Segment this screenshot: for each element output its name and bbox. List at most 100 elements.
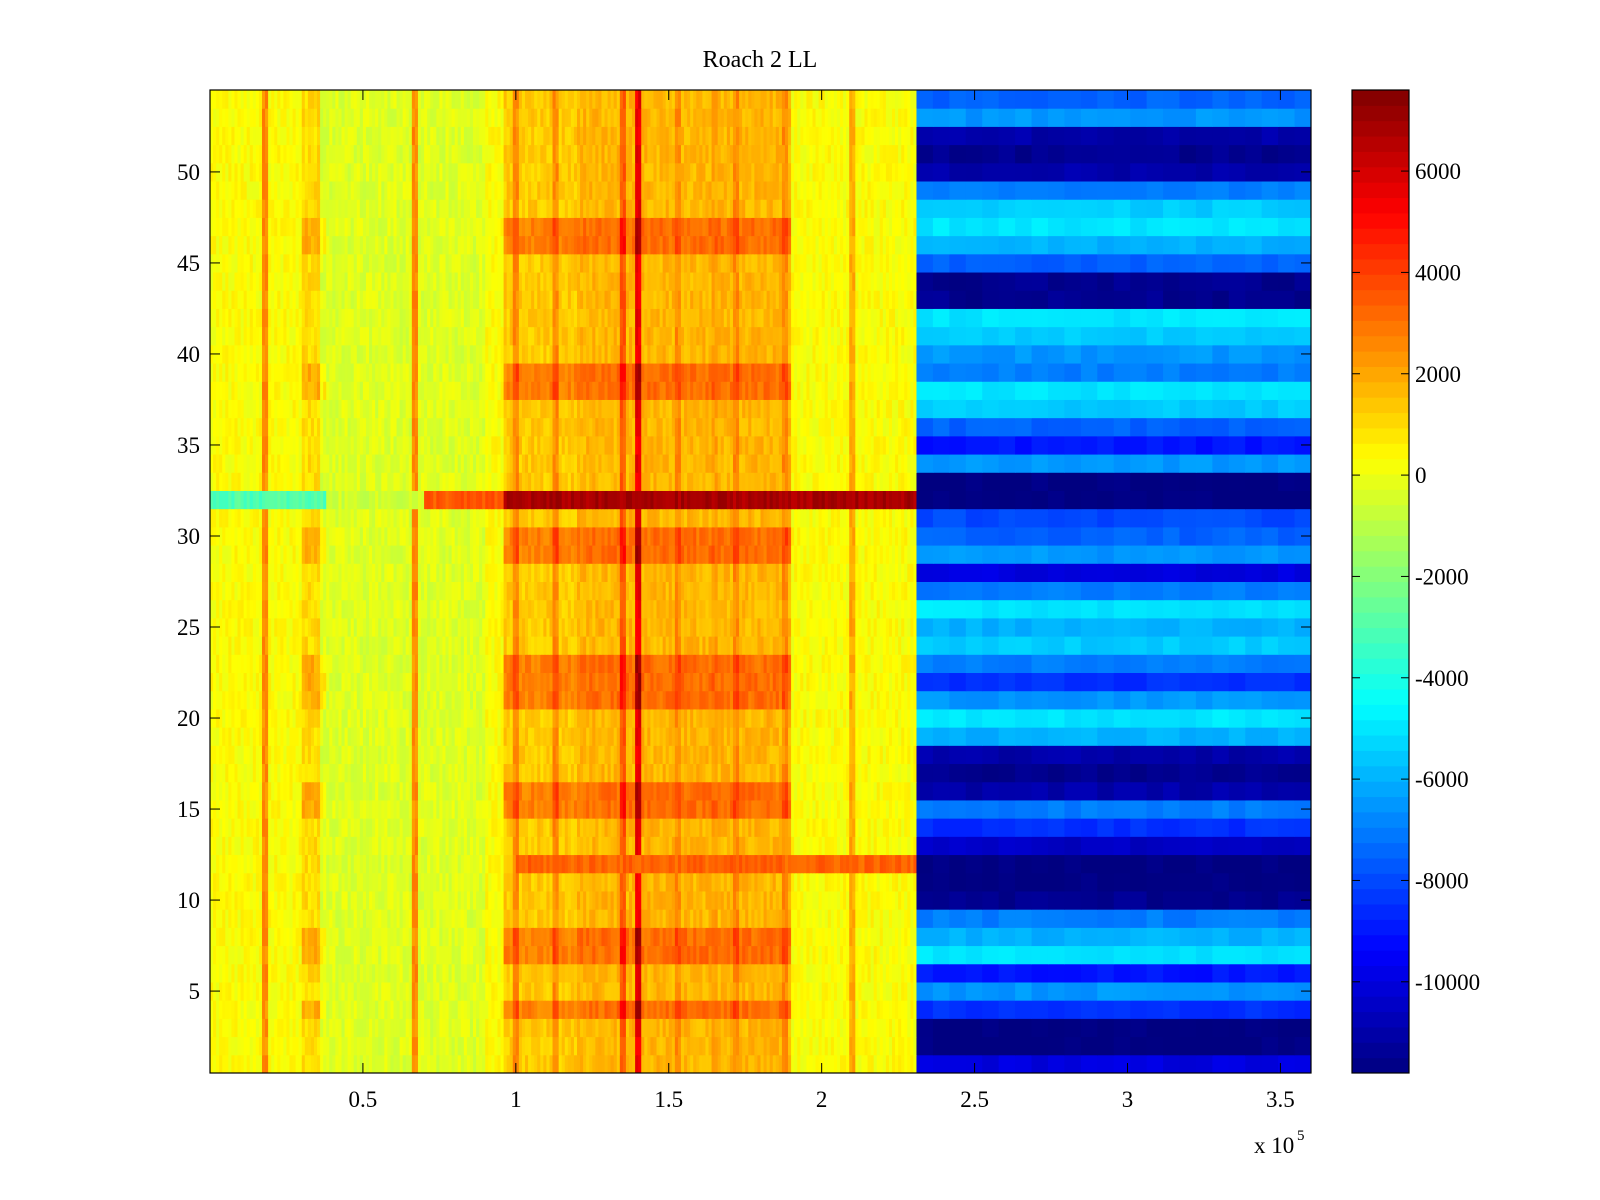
heatmap-cell bbox=[794, 818, 798, 837]
heatmap-cell bbox=[833, 745, 838, 765]
heatmap-cell bbox=[445, 799, 450, 819]
heatmap-cell bbox=[949, 909, 967, 928]
heatmap-cell bbox=[473, 890, 477, 910]
heatmap-cell bbox=[668, 963, 673, 983]
heatmap-cell bbox=[653, 1036, 658, 1056]
heatmap-cell bbox=[659, 1036, 664, 1056]
heatmap-cell bbox=[344, 708, 349, 728]
heatmap-cell bbox=[864, 1036, 869, 1056]
heatmap-cell bbox=[1261, 927, 1279, 947]
heatmap-cell bbox=[463, 745, 468, 765]
heatmap-cell bbox=[687, 1000, 691, 1019]
heatmap-cell bbox=[552, 745, 557, 765]
heatmap-cell bbox=[491, 1054, 495, 1074]
heatmap-cell bbox=[494, 1054, 498, 1074]
heatmap-cell bbox=[632, 727, 636, 746]
heatmap-cell bbox=[708, 945, 713, 965]
heatmap-cell bbox=[512, 799, 517, 819]
heatmap-cell bbox=[509, 745, 514, 765]
heatmap-cell bbox=[448, 963, 453, 983]
heatmap-cell bbox=[488, 708, 492, 728]
heatmap-cell bbox=[243, 890, 248, 910]
heatmap-cell bbox=[393, 1054, 398, 1074]
heatmap-cell bbox=[573, 1000, 578, 1019]
heatmap-cell bbox=[680, 1054, 685, 1074]
heatmap-cell bbox=[616, 927, 621, 947]
heatmap-cell bbox=[726, 763, 731, 783]
heatmap-cell bbox=[635, 981, 639, 1001]
heatmap-cell bbox=[680, 818, 685, 837]
heatmap-cell bbox=[1228, 1018, 1246, 1038]
heatmap-cell bbox=[876, 1036, 881, 1056]
heatmap-cell bbox=[427, 836, 431, 856]
heatmap-cell bbox=[1130, 854, 1148, 874]
heatmap-cell bbox=[638, 836, 642, 856]
heatmap-cell bbox=[769, 818, 774, 837]
heatmap-cell bbox=[791, 872, 795, 892]
heatmap-cell bbox=[684, 872, 688, 892]
heatmap-cell bbox=[677, 890, 682, 910]
heatmap-cell bbox=[858, 981, 862, 1001]
heatmap-cell bbox=[283, 799, 287, 819]
heatmap-cell bbox=[861, 890, 865, 910]
heatmap-cell bbox=[812, 909, 817, 928]
heatmap-cell bbox=[757, 836, 761, 856]
heatmap-cell bbox=[818, 981, 823, 1001]
heatmap-cell bbox=[840, 909, 844, 928]
heatmap-cell bbox=[898, 799, 902, 819]
heatmap-cell bbox=[488, 781, 492, 801]
heatmap-cell bbox=[772, 727, 777, 746]
heatmap-cell bbox=[255, 981, 260, 1001]
heatmap-cell bbox=[668, 927, 673, 947]
heatmap-cell bbox=[745, 1018, 749, 1038]
heatmap-cell bbox=[589, 708, 593, 728]
heatmap-cell bbox=[641, 890, 645, 910]
heatmap-cell bbox=[347, 799, 352, 819]
heatmap-cell bbox=[781, 981, 786, 1001]
heatmap-cell bbox=[365, 872, 370, 892]
heatmap-cell bbox=[1261, 836, 1279, 856]
heatmap-cell bbox=[607, 1054, 612, 1074]
heatmap-cell bbox=[460, 1018, 465, 1038]
heatmap-cell bbox=[414, 981, 419, 1001]
heatmap-cell bbox=[1146, 1054, 1164, 1074]
heatmap-cell bbox=[998, 927, 1016, 947]
heatmap-cell bbox=[506, 781, 511, 801]
heatmap-cell bbox=[904, 763, 908, 783]
heatmap-cell bbox=[421, 799, 425, 819]
heatmap-cell bbox=[313, 872, 318, 892]
heatmap-cell bbox=[998, 963, 1016, 983]
heatmap-cell bbox=[656, 927, 661, 947]
heatmap-cell bbox=[405, 1000, 410, 1019]
heatmap-cell bbox=[421, 981, 425, 1001]
heatmap-cell bbox=[601, 945, 606, 965]
heatmap-cell bbox=[375, 963, 379, 983]
heatmap-cell bbox=[778, 909, 783, 928]
heatmap-cell bbox=[595, 1036, 599, 1056]
heatmap-cell bbox=[583, 854, 587, 874]
heatmap-cell bbox=[949, 854, 967, 874]
heatmap-cell bbox=[473, 981, 477, 1001]
heatmap-cell bbox=[555, 745, 560, 765]
heatmap-cell bbox=[573, 1018, 578, 1038]
heatmap-cell bbox=[644, 836, 648, 856]
heatmap-cell bbox=[332, 854, 336, 874]
heatmap-cell bbox=[690, 1018, 694, 1038]
heatmap-cell bbox=[225, 854, 229, 874]
heatmap-cell bbox=[687, 727, 691, 746]
heatmap-cell bbox=[736, 909, 740, 928]
heatmap-cell bbox=[408, 963, 413, 983]
heatmap-cell bbox=[534, 927, 538, 947]
heatmap-cell bbox=[313, 1000, 318, 1019]
heatmap-cell bbox=[567, 854, 572, 874]
heatmap-cell bbox=[751, 854, 755, 874]
heatmap-cell bbox=[913, 727, 917, 746]
heatmap-cell bbox=[258, 763, 263, 783]
heatmap-cell bbox=[843, 818, 847, 837]
heatmap-cell bbox=[301, 745, 306, 765]
heatmap-cell bbox=[534, 836, 538, 856]
heatmap-cell bbox=[788, 854, 792, 874]
heatmap-cell bbox=[228, 763, 232, 783]
heatmap-cell bbox=[726, 1036, 731, 1056]
heatmap-cell bbox=[362, 818, 367, 837]
